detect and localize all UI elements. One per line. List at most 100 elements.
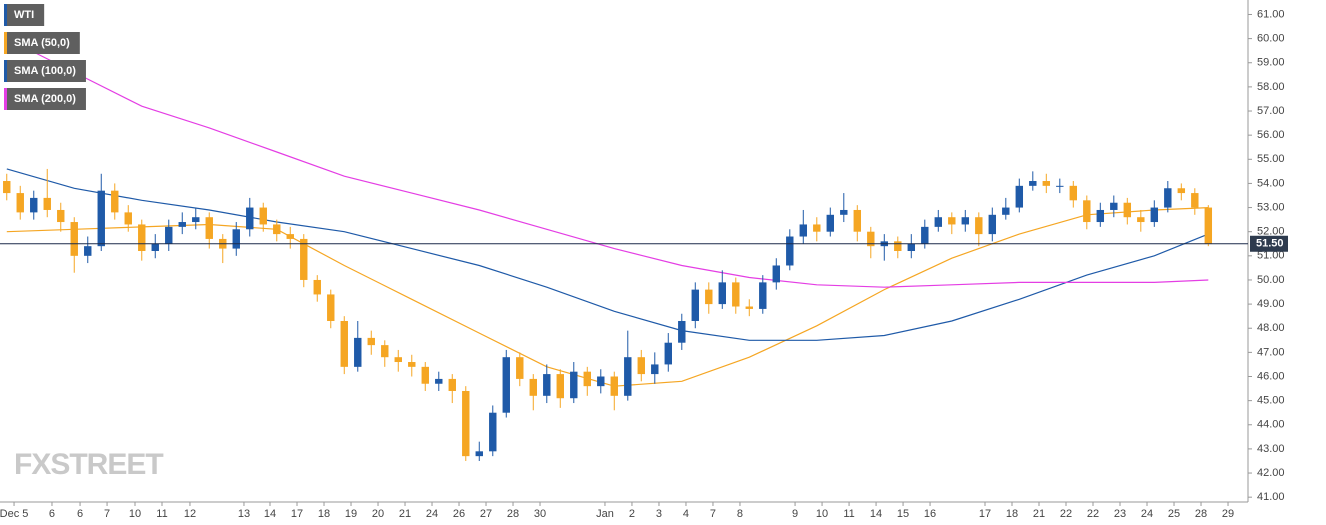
x-tick-label: Jan (596, 508, 614, 520)
candle-body (813, 224, 821, 232)
candle-body (826, 214, 835, 232)
x-tick-label: 24 (1141, 508, 1153, 520)
candle-body (421, 366, 429, 384)
candle-body (246, 207, 254, 230)
candle-body (637, 357, 645, 375)
candle-body (502, 357, 510, 413)
x-tick-label: 27 (480, 508, 492, 520)
candle-body (1204, 207, 1213, 244)
x-tick-label: 28 (507, 508, 519, 520)
x-tick-label: 11 (843, 508, 854, 520)
candle-body (543, 374, 551, 396)
x-tick-label: 15 (897, 508, 909, 520)
candle-body (1056, 185, 1064, 187)
candle-body (232, 229, 240, 249)
candle-body (610, 376, 618, 396)
x-tick-label: 10 (129, 508, 141, 520)
candle-body (124, 212, 132, 225)
last-price-box (1250, 235, 1288, 252)
legend-item: WTI (4, 4, 45, 26)
candle-body (367, 337, 375, 346)
candle-body (394, 357, 402, 363)
watermark: FXSTREET (14, 448, 163, 481)
x-tick-label: 24 (426, 508, 438, 520)
legend-label: SMA (50,0) (14, 37, 70, 49)
candle-body (489, 412, 497, 452)
candle-body (1137, 217, 1145, 223)
legend-swatch (4, 88, 7, 110)
candle-body (1123, 202, 1132, 218)
x-tick-label: 22 (1060, 508, 1072, 520)
y-tick-label: 57.00 (1257, 105, 1285, 117)
candle-body (1015, 185, 1024, 208)
x-tick-label: 30 (534, 508, 546, 520)
candle-body (43, 197, 51, 210)
candle-body (97, 190, 105, 247)
candle-body (894, 241, 902, 251)
candle-body (151, 243, 159, 251)
candle-body (570, 371, 578, 399)
candle-body (259, 207, 267, 225)
candle-body (583, 371, 591, 387)
y-tick-label: 41.00 (1257, 491, 1285, 503)
candle-body (705, 289, 713, 305)
y-tick-label: 53.00 (1257, 201, 1285, 213)
candle-body (1042, 181, 1051, 186)
legend-label: SMA (100,0) (14, 65, 76, 77)
x-tick-label: 21 (1033, 508, 1045, 520)
x-tick-label: 17 (291, 508, 303, 520)
candle-body (138, 224, 146, 251)
y-tick-label: 50.00 (1257, 274, 1285, 286)
x-tick-label: 7 (710, 508, 716, 520)
candle-body (475, 451, 483, 457)
candle-body (678, 320, 686, 343)
x-tick-label: 25 (1168, 508, 1180, 520)
y-tick-label: 48.00 (1257, 322, 1285, 334)
x-tick-label: 7 (104, 508, 110, 520)
y-tick-label: 56.00 (1257, 129, 1285, 141)
legend-box (4, 60, 86, 82)
legend-label: SMA (200,0) (14, 93, 76, 105)
candle-body (961, 217, 970, 225)
candle-body (718, 282, 726, 305)
sma-line (6, 38, 1209, 288)
y-tick-label: 44.00 (1257, 419, 1285, 431)
last-price-label: 51.50 (1256, 238, 1284, 250)
y-tick-label: 52.00 (1257, 226, 1285, 238)
y-tick-label: 42.00 (1257, 467, 1285, 479)
candle-body (745, 306, 753, 309)
sma-line (6, 168, 1209, 341)
legend-item: SMA (50,0) (4, 32, 80, 54)
legend-item: SMA (100,0) (4, 60, 86, 82)
x-tick-label: 13 (238, 508, 250, 520)
x-tick-label: 3 (656, 508, 662, 520)
y-tick-label: 55.00 (1257, 153, 1285, 165)
candle-body (1110, 202, 1118, 210)
candle-body (529, 378, 537, 396)
candle-body (165, 226, 173, 244)
candle-body (597, 376, 605, 387)
x-tick-label: 26 (453, 508, 465, 520)
candle-body (1002, 207, 1010, 215)
candle-body (327, 294, 335, 321)
x-tick-label: 23 (1114, 508, 1126, 520)
legend-label: WTI (14, 9, 34, 21)
x-tick-label: 18 (318, 508, 330, 520)
y-tick-label: 47.00 (1257, 346, 1285, 358)
candle-body (759, 282, 767, 309)
x-tick-label: Dec 5 (0, 508, 28, 520)
y-tick-label: 54.00 (1257, 177, 1285, 189)
candle-body (273, 224, 281, 235)
candle-body (556, 374, 564, 399)
candle-body (840, 209, 848, 215)
candle-body (1150, 207, 1159, 223)
x-tick-label: 19 (345, 508, 357, 520)
candle-body (313, 279, 321, 295)
x-tick-label: 29 (1222, 508, 1234, 520)
candle-body (934, 217, 943, 227)
candle-body (192, 217, 200, 223)
candle-body (786, 236, 794, 266)
legend-swatch (4, 32, 7, 54)
candle-body (300, 238, 308, 280)
